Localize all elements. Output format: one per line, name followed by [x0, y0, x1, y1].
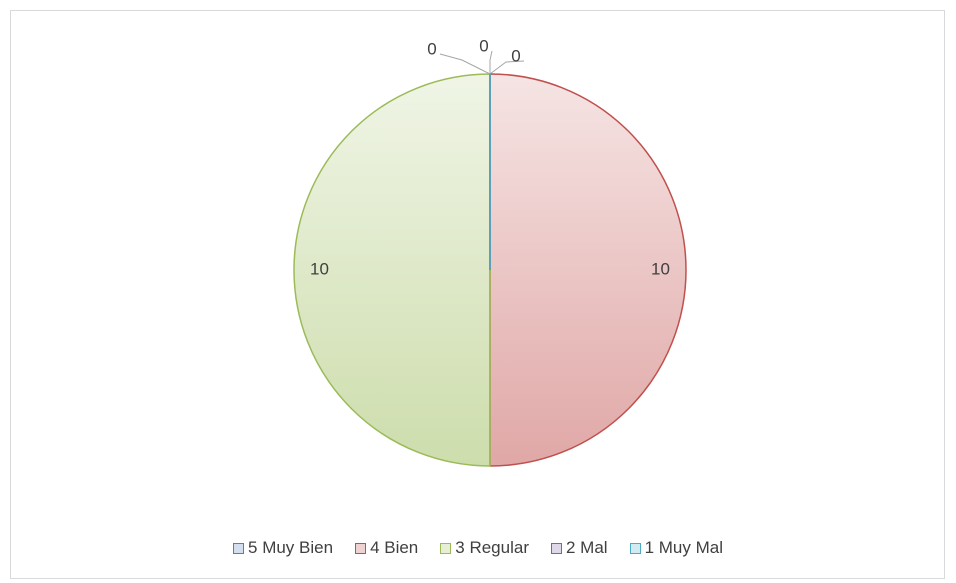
- pie-slice: [293, 73, 491, 467]
- data-label: 0: [427, 39, 436, 58]
- pie-slice: [489, 73, 687, 467]
- legend-item: 4 Bien: [355, 538, 418, 558]
- data-label: 10: [651, 259, 670, 278]
- legend-label: 4 Bien: [370, 538, 419, 557]
- legend-label: 3 Regular: [455, 538, 529, 557]
- leader-line: [439, 53, 491, 75]
- legend-swatch: [355, 542, 367, 554]
- legend-swatch: [440, 542, 452, 554]
- leader-line: [489, 60, 525, 75]
- legend-label: 5 Muy Bien: [248, 538, 334, 557]
- legend-swatch: [550, 542, 562, 554]
- data-label: 0: [479, 36, 488, 55]
- data-label: 0: [511, 46, 520, 65]
- legend-swatch: [629, 542, 641, 554]
- legend-swatch: [233, 542, 245, 554]
- legend-item: 1 Muy Mal: [629, 538, 723, 558]
- legend-label: 1 Muy Mal: [644, 538, 723, 557]
- data-label: 10: [310, 259, 329, 278]
- legend-item: 5 Muy Bien: [233, 538, 333, 558]
- legend-item: 3 Regular: [440, 538, 529, 558]
- legend-item: 2 Mal: [550, 538, 608, 558]
- leader-line: [489, 50, 493, 74]
- legend: 5 Muy Bien 4 Bien 3 Regular 2 Mal 1 Muy Mal: [0, 538, 956, 558]
- chart-frame: [10, 10, 945, 579]
- legend-label: 2 Mal: [565, 538, 608, 557]
